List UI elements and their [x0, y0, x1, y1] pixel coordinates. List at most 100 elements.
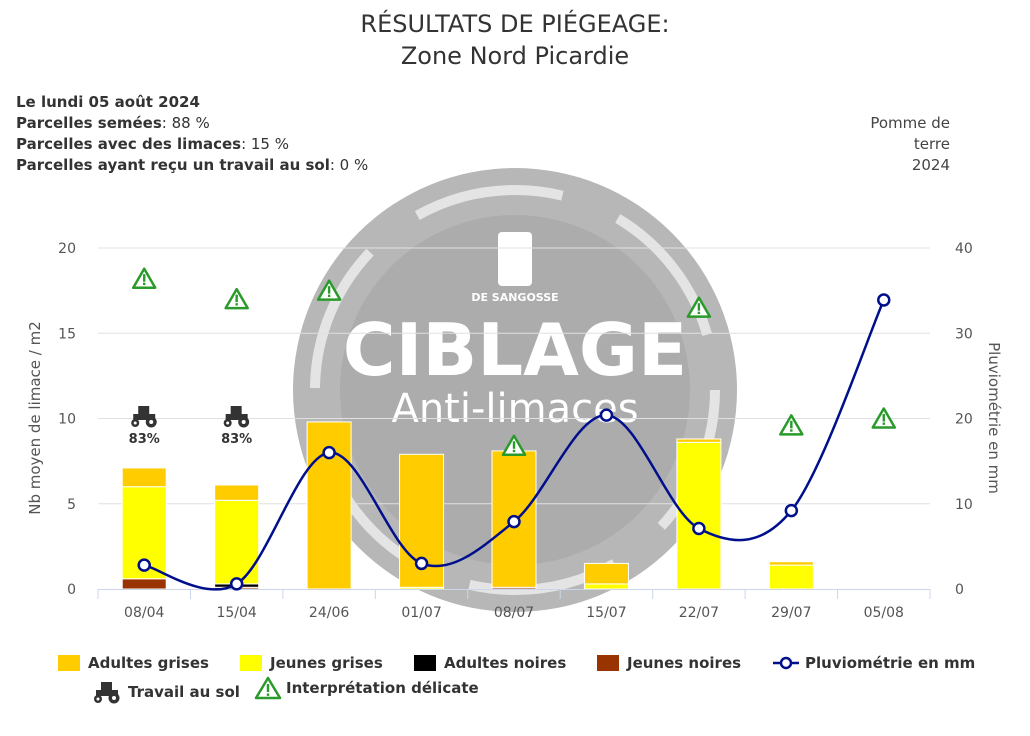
warning-mark [235, 294, 238, 303]
tractor-hub-rear [149, 420, 154, 424]
legend-jeunes-grises[interactable]: Jeunes grises [240, 654, 383, 672]
crop-label: Pomme de terre 2024 [810, 113, 950, 176]
rain-point [137, 558, 151, 572]
info-block: Le lundi 05 août 2024 Parcelles semées: … [16, 92, 368, 176]
bar-segment [676, 441, 722, 590]
legend-label: Travail au sol [128, 683, 240, 701]
legend-swatch [414, 655, 436, 671]
rain-point [507, 514, 521, 529]
warning-dot [327, 294, 331, 298]
rain-point [322, 445, 336, 460]
crop-line1: Pomme de [870, 114, 950, 132]
warning-dot [882, 422, 885, 425]
warning-dot [235, 303, 238, 306]
x-tick-label: 29/07 [771, 605, 811, 621]
rain-point [877, 293, 891, 307]
tractor-hub-rear [241, 420, 246, 424]
watermark-word2: Anti-limaces [391, 386, 638, 432]
y-axis-title: Nb moyen de limace / m2 [26, 321, 44, 515]
tractor-body [133, 414, 156, 420]
info-sown-label: Parcelles semées [16, 114, 162, 132]
x-tick-label: 08/04 [124, 605, 164, 621]
bar-segment [121, 467, 167, 488]
legend-jeunes-noires[interactable]: Jeunes noires [597, 654, 741, 672]
bar-segment [121, 578, 167, 590]
chart-subtitle: Zone Nord Picardie [400, 42, 630, 70]
y-tick-label: 10 [58, 412, 76, 428]
bar-segment [583, 562, 629, 585]
tractor-hub-front [133, 421, 137, 425]
tractor-body [225, 414, 248, 420]
legend-label: Adultes noires [444, 654, 567, 672]
info-tillage-label: Parcelles ayant reçu un travail au sol [16, 156, 330, 174]
tractor-icon [94, 682, 120, 704]
y2-tick-label: 0 [955, 582, 964, 598]
legend-travail-au-sol[interactable]: Travail au sol [88, 680, 240, 704]
tractor-icon [223, 406, 250, 428]
y-tick-label: 5 [67, 497, 76, 513]
bar-segment [583, 583, 629, 590]
warning-triangle-icon [254, 676, 282, 700]
tractor-icon [131, 406, 157, 428]
warning-dot [790, 429, 793, 432]
x-tick-label: 22/07 [679, 605, 719, 621]
x-tick-label: 08/07 [494, 605, 534, 621]
rain-point [692, 521, 706, 536]
watermark-brand: DE SANGOSSE [471, 291, 558, 304]
warning-triangle-icon [501, 434, 527, 457]
legend-label: Interprétation délicate [286, 679, 479, 697]
legend-adultes-grises[interactable]: Adultes grises [58, 654, 209, 672]
info-sown-value: : 88 % [161, 114, 210, 132]
warning-triangle-icon [779, 414, 804, 436]
y2-axis-title: Pluviométrie en mm [985, 342, 1003, 494]
y2-tick-label: 20 [955, 412, 973, 428]
tillage-label: 83% [221, 432, 252, 447]
bar-segment [768, 564, 814, 590]
bar-segment [214, 499, 260, 585]
tillage-markers: 83% 83% [129, 406, 252, 447]
warning-dot [697, 311, 701, 315]
legend-swatch [58, 655, 80, 671]
warning-triangle-icon [871, 407, 897, 429]
warning-triangle-icon [131, 267, 157, 289]
x-tick-label: 05/08 [864, 605, 904, 621]
y2-tick-label: 30 [955, 326, 973, 342]
warning-triangle-icon [224, 287, 249, 310]
chart-title: RÉSULTATS DE PIÉGEAGE: [360, 10, 670, 38]
warning-mark [143, 274, 146, 282]
y-tick-label: 15 [58, 326, 76, 342]
y2-tick-label: 10 [955, 497, 973, 513]
rain-point [784, 503, 799, 518]
legend-label: Jeunes noires [627, 654, 742, 672]
rain-point [599, 408, 614, 422]
warning-mark [790, 420, 793, 429]
legend-interpretation[interactable]: Interprétation délicate [254, 676, 479, 700]
legend-pluviometrie[interactable]: Pluviométrie en mm [773, 654, 975, 672]
y-tick-label: 0 [67, 582, 76, 598]
watermark-word1: CIBLAGE [343, 308, 687, 392]
warning-mark [512, 441, 516, 449]
warning-triangle-icon [316, 279, 342, 301]
warning-mark [882, 414, 885, 422]
info-date: Le lundi 05 août 2024 [16, 93, 200, 111]
rain-point [414, 556, 429, 571]
x-tick-label: 15/07 [586, 605, 626, 621]
rain-point [229, 577, 244, 591]
warning-mark [327, 286, 331, 294]
info-slugs-label: Parcelles avec des limaces [16, 135, 242, 153]
legend-label: Adultes grises [88, 654, 209, 672]
info-tillage-value: : 0 % [329, 156, 369, 174]
crop-line3: 2024 [911, 156, 950, 174]
legend-label: Jeunes grises [270, 654, 383, 672]
warning-triangle-icon [686, 296, 712, 318]
tractor-cab [138, 406, 150, 415]
tillage-label: 83% [129, 432, 160, 447]
legend-adultes-noires[interactable]: Adultes noires [414, 654, 566, 672]
legend-label: Pluviométrie en mm [805, 654, 976, 672]
x-tick-label: 15/04 [216, 605, 256, 621]
x-tick-label: 01/07 [401, 605, 441, 621]
warning-dot [512, 449, 516, 453]
crop-line2: terre [913, 135, 950, 153]
legend-swatch [597, 655, 619, 671]
